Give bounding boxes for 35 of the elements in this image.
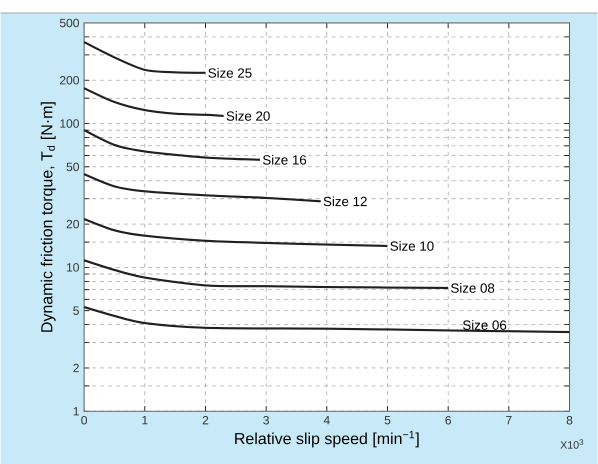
line-series	[83, 87, 225, 117]
line-series	[83, 218, 389, 247]
y-tick-label: 1	[74, 407, 79, 416]
y-tick-label: 500	[60, 18, 79, 28]
x-tick-label: 3	[263, 416, 269, 424]
x-tick-label: 6	[445, 416, 451, 424]
y-tick-label: 10	[67, 263, 79, 272]
x-tick-label: 0	[81, 416, 87, 424]
series-label: Size 16	[262, 154, 306, 165]
y-tick-label: 200	[60, 76, 79, 84]
line-series	[83, 259, 450, 289]
y-tick-label: 100	[60, 119, 79, 128]
y-tick-label: 2	[73, 364, 79, 372]
series-label: Size 25	[208, 68, 252, 78]
y-tick-label: 5	[73, 306, 79, 315]
line-series	[83, 40, 207, 74]
x-tick-label: 4	[324, 416, 330, 424]
x-axis-title: Relative slip speed [min$^{−1}$]	[235, 430, 419, 448]
x-tick-label: 8	[566, 416, 572, 424]
x-tick-label: 7	[506, 416, 512, 424]
line-series	[83, 128, 262, 161]
series-label: Size 20	[226, 110, 270, 121]
y-axis-title: Dynamic friction torque, T$_{d}$ [N·m]	[40, 102, 56, 332]
y-tick-label: 50	[66, 162, 79, 172]
text: X10$^{3}$	[560, 439, 584, 449]
x-tick-label: 2	[202, 416, 208, 424]
series-label: Size 12	[324, 196, 367, 206]
series-label: Size 08	[451, 282, 494, 293]
line-series	[83, 306, 571, 334]
series-label: Size 10	[390, 240, 434, 251]
y-tick-label: 20	[66, 220, 79, 228]
line-series	[83, 172, 322, 202]
x-tick-label: 1	[142, 416, 148, 424]
x-tick-label: 5	[384, 416, 390, 424]
series-label: Size 06	[462, 320, 506, 330]
